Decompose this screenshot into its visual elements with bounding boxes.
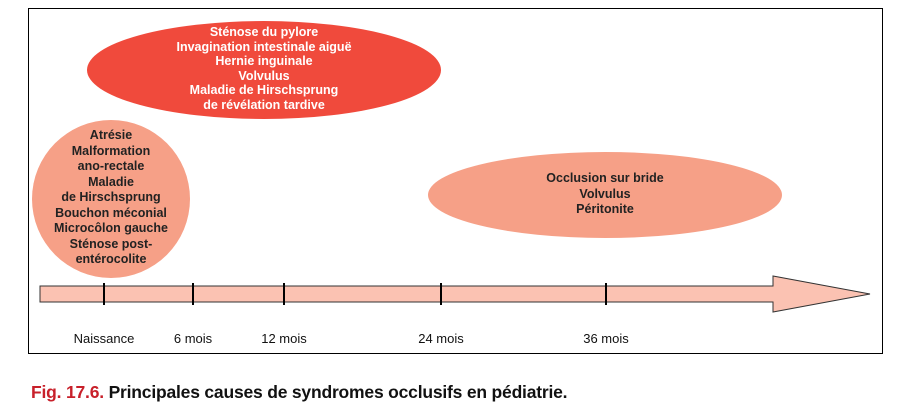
text-line: Invagination intestinale aiguë	[176, 39, 352, 54]
text-line: Volvulus	[238, 68, 290, 83]
tick-label-12-mois: 12 mois	[261, 331, 307, 346]
tick-label-6-mois: 6 mois	[173, 331, 213, 346]
timeline-arrow	[39, 275, 871, 313]
text-line: Atrésie	[89, 128, 133, 142]
right-ellipse-text: Occlusion sur bride Volvulus Péritonite	[505, 171, 705, 218]
top-ellipse-shape	[87, 21, 441, 119]
text-line: Microcôlon gauche	[54, 221, 168, 235]
figure-number: Fig. 17.6.	[31, 382, 104, 402]
text-line: Maladie de Hirschsprung	[189, 83, 339, 97]
text-line: entérocolite	[75, 252, 147, 266]
caption-text: Principales causes de syndromes occlusif…	[108, 382, 568, 402]
text-line: ano-rectale	[77, 159, 145, 173]
text-line: Sténose du pylore	[209, 25, 319, 39]
text-line: Hernie inguinale	[215, 54, 313, 68]
tick-label-24-mois: 24 mois	[418, 331, 464, 346]
neonatal-circle-shape	[32, 120, 190, 278]
text-line: Péritonite	[576, 202, 634, 216]
tick-label-naissance: Naissance	[73, 331, 135, 346]
tick-label-36-mois: 36 mois	[583, 331, 629, 346]
text-line: de Hirschsprung	[61, 190, 161, 204]
circle-text: Atrésie Malformation ano-rectale Maladie…	[36, 128, 186, 268]
text-line: Sténose post-	[69, 236, 153, 251]
text-line: Volvulus	[579, 186, 631, 201]
text-line: de révélation tardive	[203, 97, 325, 112]
text-line: Bouchon méconial	[55, 205, 167, 220]
figure-caption: Fig. 17.6. Principales causes de syndrom…	[31, 382, 568, 403]
right-ellipse-shape	[428, 152, 782, 238]
figure-frame	[28, 8, 883, 354]
top-ellipse-text: Sténose du pylore Invagination intestina…	[104, 25, 424, 112]
text-line: Maladie	[88, 174, 134, 189]
text-line: Occlusion sur bride	[546, 171, 664, 185]
text-line: Malformation	[71, 143, 151, 158]
